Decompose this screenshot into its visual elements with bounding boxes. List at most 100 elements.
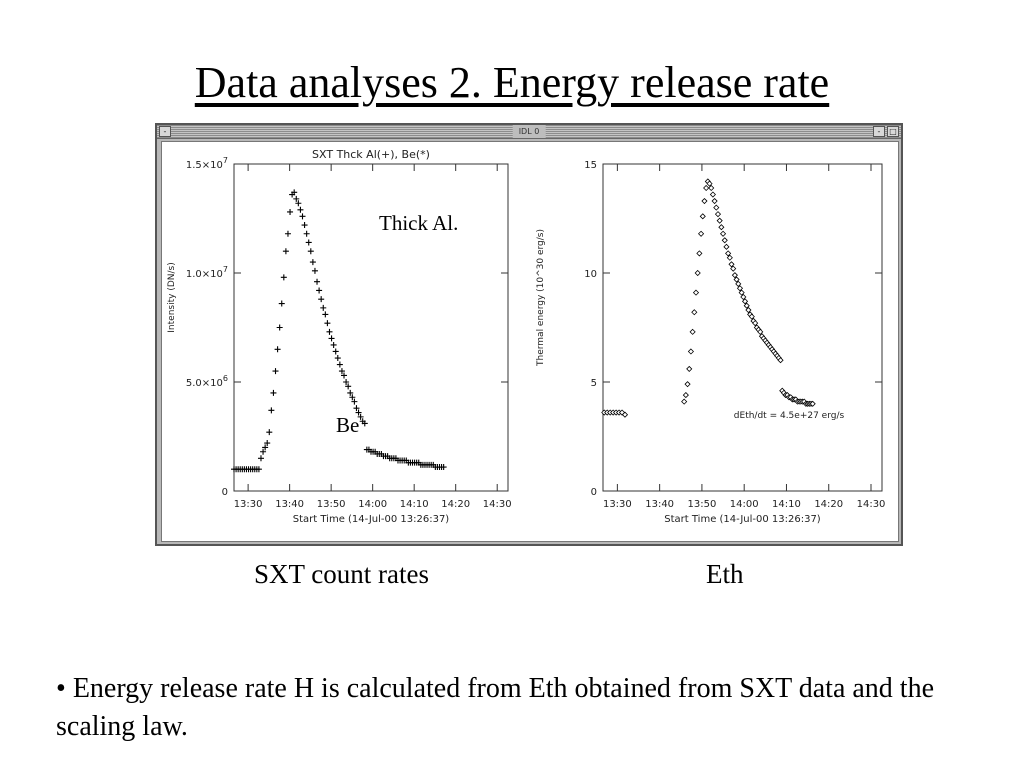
- bullet-body: Energy release rate H is calculated from…: [56, 673, 935, 742]
- data-point: [349, 394, 356, 401]
- data-point: [345, 383, 352, 390]
- data-point: [268, 407, 275, 414]
- data-point: [322, 311, 329, 318]
- data-point: [328, 335, 335, 342]
- window-titlebar[interactable]: - IDL 0 - □: [157, 125, 901, 139]
- data-point: [757, 328, 764, 335]
- data-point: [735, 280, 742, 287]
- data-point: [316, 287, 323, 294]
- data-point: [687, 348, 694, 355]
- data-point: [709, 191, 716, 198]
- data-point: [701, 197, 708, 205]
- data-point: [280, 274, 287, 281]
- data-point: [721, 237, 728, 244]
- data-point: [351, 398, 358, 405]
- data-point: [260, 448, 267, 455]
- x-tick-label: 13:40: [275, 499, 304, 510]
- data-point: [738, 289, 745, 296]
- data-point: [303, 230, 310, 237]
- data-point: [731, 272, 738, 279]
- y-tick-label: 5.0×106: [186, 374, 228, 389]
- x-tick-label: 14:10: [772, 499, 801, 510]
- data-point: [714, 211, 722, 218]
- data-point: [440, 464, 447, 471]
- x-tick-label: 13:40: [645, 499, 674, 510]
- data-point: [324, 320, 331, 327]
- data-point: [299, 213, 306, 220]
- x-axis-label: Start Time (14-Jul-00 13:26:37): [293, 514, 450, 525]
- chart-title: SXT Thck Al(+), Be(*): [312, 148, 430, 161]
- maximize-icon[interactable]: □: [887, 126, 899, 137]
- data-point: [748, 313, 755, 320]
- minimize-icon[interactable]: -: [873, 126, 885, 137]
- caption-right: Eth: [706, 559, 744, 589]
- data-point: [745, 306, 752, 314]
- x-tick-label: 13:30: [234, 499, 263, 510]
- data-point: [740, 293, 747, 301]
- data-point: [355, 409, 362, 416]
- x-tick-label: 14:30: [483, 499, 512, 510]
- series-1: [231, 189, 447, 473]
- data-point: [725, 250, 732, 257]
- data-point: [262, 444, 269, 451]
- data-point: [314, 278, 321, 285]
- data-point: [270, 389, 277, 396]
- data-point: [257, 455, 264, 462]
- data-point: [809, 400, 816, 407]
- data-point: [272, 368, 279, 375]
- data-point: [777, 357, 784, 364]
- y-tick-label: 0: [591, 487, 597, 498]
- x-tick-label: 13:50: [688, 499, 717, 510]
- y-axis-label: Intensity (DN/s): [167, 262, 177, 332]
- data-point: [716, 217, 723, 224]
- data-point: [711, 197, 718, 205]
- data-point: [736, 285, 744, 292]
- data-point: [703, 184, 710, 192]
- chart-panel-1: 13:30 13:40 13:50 14:00 14:10 14:20 14:30 0 5.0×…: [167, 148, 512, 525]
- data-point: [341, 372, 348, 379]
- data-point: [320, 304, 327, 311]
- data-point: [347, 389, 354, 396]
- data-point: [287, 208, 294, 215]
- data-point: [621, 411, 629, 418]
- data-point: [694, 269, 701, 277]
- plot-frame: [602, 163, 883, 492]
- data-point: [301, 222, 308, 229]
- data-point: [361, 420, 368, 427]
- window-title: IDL 0: [512, 125, 546, 138]
- bullet-marker: •: [56, 673, 66, 704]
- data-point: [343, 379, 350, 385]
- bullet-text: • Energy release rate H is calculated fr…: [56, 670, 986, 746]
- x-tick-label: 13:50: [317, 499, 346, 510]
- series-1: [601, 178, 816, 418]
- data-point: [309, 259, 316, 266]
- slide-title: Data analyses 2. Energy release rate: [194, 58, 830, 107]
- annotation-thick-al: Thick Al.: [379, 211, 459, 235]
- x-tick-label: 14:30: [857, 499, 886, 510]
- y-tick-label: 1.0×107: [186, 265, 228, 280]
- data-point: [305, 239, 312, 246]
- data-point: [689, 328, 696, 335]
- data-point: [699, 213, 706, 220]
- data-point: [718, 224, 725, 231]
- y-tick-label: 0: [222, 487, 228, 498]
- data-point: [743, 302, 750, 309]
- data-point: [336, 361, 343, 368]
- data-point: [723, 243, 730, 250]
- data-point: [318, 296, 325, 303]
- data-point: [276, 324, 283, 331]
- data-point: [696, 250, 703, 257]
- window-menu-icon[interactable]: -: [159, 126, 171, 137]
- data-point: [266, 429, 273, 436]
- data-point: [713, 204, 720, 211]
- data-point: [332, 348, 339, 355]
- data-point: [255, 466, 262, 473]
- data-point: [278, 300, 285, 307]
- data-point: [264, 440, 271, 447]
- data-point: [682, 392, 689, 399]
- data-point: [730, 265, 737, 272]
- idl-plot-window: - IDL 0 - □ 13:30 13:40 13:50 14:00 14:10 14:…: [155, 123, 903, 546]
- x-tick-label: 14:00: [730, 499, 759, 510]
- data-point: [681, 398, 688, 405]
- plot-frame: [233, 163, 509, 492]
